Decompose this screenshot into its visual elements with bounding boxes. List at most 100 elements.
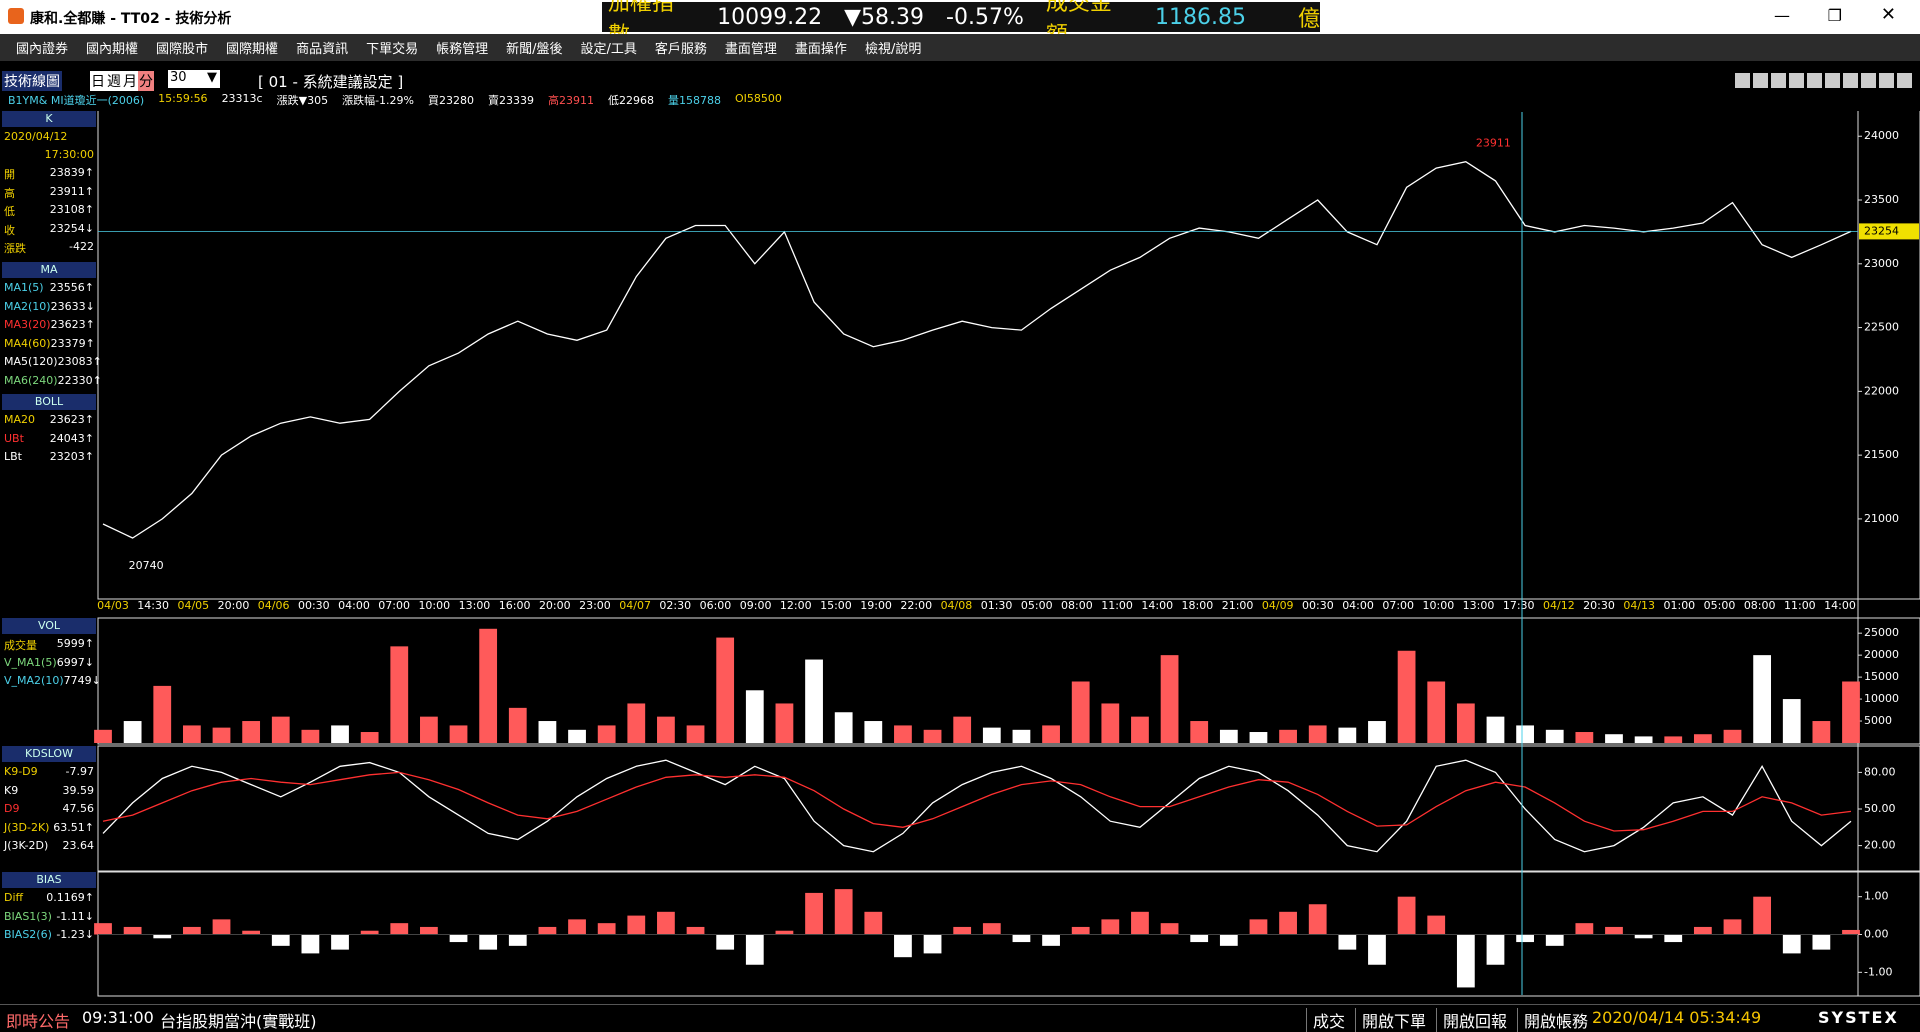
app-icon [8, 8, 24, 24]
bar [775, 703, 794, 743]
setting-label[interactable]: [ 01 - 系統建議設定 ] [258, 73, 404, 91]
status-button[interactable]: 開啟回報 [1436, 1008, 1507, 1032]
y-tick-label: 21000 [1864, 512, 1899, 525]
x-tick-label: 04/03 [97, 599, 129, 612]
bar [1782, 699, 1801, 743]
tool-button[interactable] [1807, 73, 1822, 88]
bar [479, 934, 498, 950]
minimize-button[interactable]: — [1774, 6, 1790, 25]
menu-item[interactable]: 設定/工具 [580, 42, 637, 57]
bar [360, 732, 379, 743]
bar [627, 915, 646, 935]
menu-item[interactable]: 國內期權 [86, 42, 139, 57]
bar [331, 725, 349, 743]
bar [1723, 729, 1742, 743]
y-tick-label: 20.00 [1864, 839, 1896, 852]
row-label: 低 [4, 205, 15, 218]
menu-item[interactable]: 新聞/盤後 [506, 42, 563, 57]
status-button[interactable]: 成交 [1306, 1008, 1345, 1032]
x-tick-label: 14:00 [1141, 599, 1173, 612]
notice-headline[interactable]: 台指股期當沖(實戰班) [160, 1012, 317, 1031]
menu-item[interactable]: 檢視/說明 [864, 42, 922, 57]
bar [331, 934, 349, 950]
x-tick-label: 13:00 [1463, 599, 1495, 612]
tool-button[interactable] [1735, 73, 1750, 88]
tool-button[interactable] [1843, 73, 1858, 88]
x-tick-label: 00:30 [298, 599, 330, 612]
tool-button[interactable] [1753, 73, 1768, 88]
period-option[interactable]: 日 [90, 71, 106, 91]
row-label: K9 [4, 783, 19, 797]
status-button[interactable]: 開啟帳務 [1517, 1008, 1588, 1032]
notice-time: 09:31:00 [82, 1008, 154, 1027]
bar [1397, 650, 1416, 743]
plot-bg [98, 111, 1858, 995]
menu-item[interactable]: 國際股市 [156, 42, 209, 57]
status-button[interactable]: 開啟下單 [1355, 1008, 1426, 1032]
side-row: J(3K-2D) 23.64 [4, 839, 94, 852]
row-value: 23.64 [62, 839, 95, 852]
bar [1753, 655, 1772, 743]
x-tick-label: 00:30 [1302, 599, 1334, 612]
side-row: BIAS1(3) -1.11↓ [4, 910, 94, 923]
menu-item[interactable]: 帳務管理 [436, 42, 489, 57]
bar [508, 934, 527, 946]
menu-item[interactable]: 國際期權 [226, 42, 279, 57]
tool-button[interactable] [1861, 73, 1876, 88]
bar [834, 712, 853, 743]
row-value: 0.1169↑ [46, 891, 94, 904]
bar [1545, 934, 1564, 946]
bar [1693, 734, 1712, 743]
bar [153, 685, 172, 743]
period-option[interactable]: 週 [106, 71, 122, 91]
menu-item[interactable]: 下單交易 [366, 42, 419, 57]
bar [1279, 911, 1297, 935]
row-value: -7.97 [65, 765, 94, 778]
period-option[interactable]: 月 [122, 71, 138, 91]
menu-item[interactable]: 商品資訊 [296, 42, 349, 57]
tool-button[interactable] [1789, 73, 1804, 88]
period-option[interactable]: 分 [138, 71, 154, 91]
menu-item[interactable]: 畫面管理 [724, 42, 777, 57]
interval-select[interactable]: 30 ▼ [168, 70, 220, 88]
x-tick-label: 01:30 [981, 599, 1013, 612]
tool-button[interactable] [1879, 73, 1894, 88]
row-value: 23633↓ [50, 299, 95, 313]
side-row: 漲跌 -422 [4, 240, 94, 256]
bar [1575, 923, 1594, 935]
tool-button[interactable] [1825, 73, 1840, 88]
row-value: 23203↑ [49, 450, 94, 463]
menu-item[interactable]: 客戶服務 [654, 42, 707, 57]
bar [1723, 919, 1742, 935]
bar [1308, 904, 1327, 935]
row-label: LBt [4, 450, 22, 463]
x-tick-label: 07:00 [378, 599, 410, 612]
side-row: Diff 0.1169↑ [4, 891, 94, 904]
bar [716, 637, 735, 743]
bar [1190, 721, 1209, 743]
bar [1338, 727, 1357, 743]
notice-label[interactable]: 即時公告 [6, 1012, 71, 1031]
bar [1605, 926, 1623, 935]
side-row: MA3(20) 23623↑ [4, 318, 95, 331]
section-header: MA [2, 262, 96, 278]
maximize-button[interactable]: ❐ [1827, 6, 1842, 25]
row-label: MA4(60) [4, 336, 51, 350]
close-button[interactable]: ✕ [1880, 4, 1896, 25]
y-tick-label: 15000 [1864, 670, 1899, 683]
bar [212, 919, 231, 935]
tool-button[interactable] [1771, 73, 1786, 88]
section-header: K [2, 111, 96, 127]
bar [390, 923, 409, 935]
menu-item[interactable]: 國內證券 [16, 42, 69, 57]
bar [894, 725, 912, 743]
row-label: Diff [4, 891, 24, 904]
row-label: BIAS1(3) [4, 909, 52, 923]
row-label: 高 [4, 186, 15, 200]
menu-item[interactable]: 畫面操作 [794, 42, 847, 57]
bar [153, 934, 172, 939]
tool-button[interactable] [1897, 73, 1912, 88]
bar [301, 729, 320, 743]
quote-item: OI58500 [735, 92, 782, 105]
bar [597, 923, 616, 935]
